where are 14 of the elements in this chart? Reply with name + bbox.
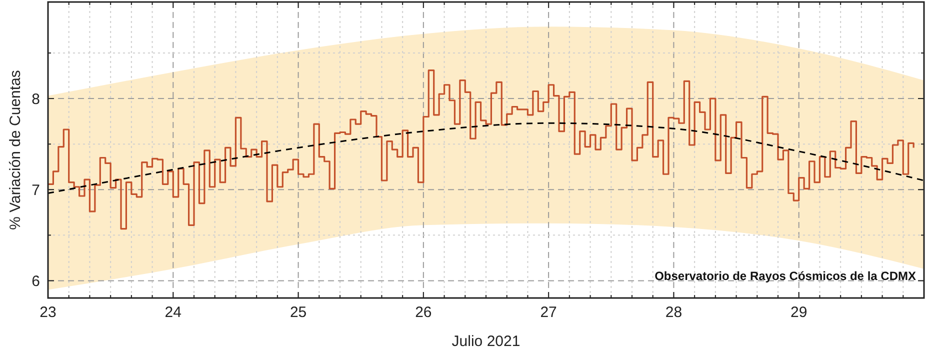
x-tick-label: 29 <box>790 304 808 321</box>
x-tick-label: 25 <box>290 304 307 321</box>
x-tick-label: 26 <box>415 304 432 321</box>
annotation: Observatorio de Rayos Cósmicos de la CDMX <box>654 269 916 283</box>
x-tick-label: 24 <box>164 304 182 321</box>
x-tick-label: 23 <box>40 304 56 321</box>
y-tick-label: 8 <box>32 90 40 108</box>
x-tick-label: 27 <box>540 304 557 321</box>
y-tick-label: 6 <box>32 272 40 290</box>
y-axis-title: % Variación de Cuentas <box>7 70 24 230</box>
x-axis-title: Julio 2021 <box>452 333 520 350</box>
y-tick-label: 7 <box>32 182 40 199</box>
x-tick-label: 28 <box>665 304 682 321</box>
line-series <box>48 122 924 194</box>
